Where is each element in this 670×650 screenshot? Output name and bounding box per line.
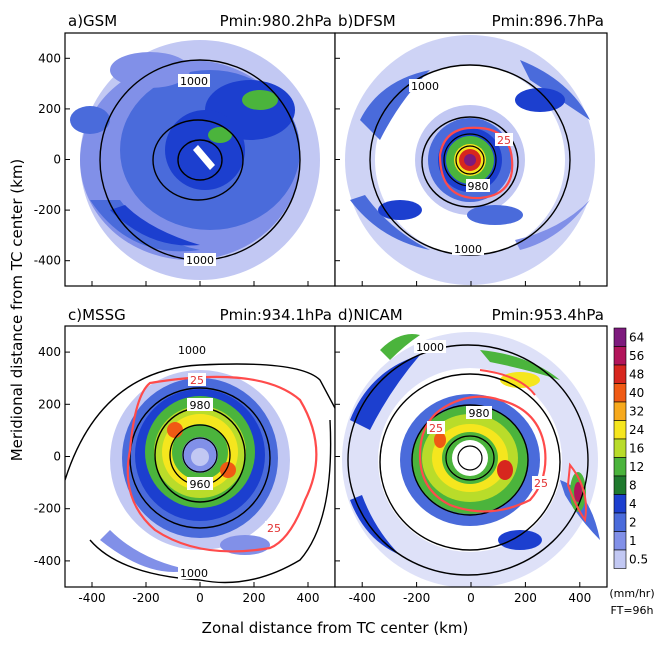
x-axis-title: Zonal distance from TC center (km) (202, 619, 469, 637)
panel-d-contour-label: 980 (469, 407, 490, 420)
colorbar-swatch (613, 457, 627, 477)
panel-c-title: c)MSSG (68, 306, 126, 324)
colorbar-label: 8 (629, 478, 637, 492)
colorbar-label: 12 (629, 460, 644, 474)
axis-ticks: -400 -200 0 200 400 -400 -200 0 200 400 -400 -200 0 2… (34, 51, 591, 605)
panel-d-title: d)NICAM (338, 306, 403, 324)
panel-a-rain-field (70, 40, 320, 280)
x-tick-label: -400 (349, 591, 376, 605)
y-tick-label: -200 (34, 502, 61, 516)
colorbar-label: 64 (629, 330, 644, 344)
x-tick-label: 200 (243, 591, 266, 605)
colorbar-label: 1 (629, 534, 637, 548)
x-tick-label: 400 (568, 591, 591, 605)
panel-b: b)DFSM Pmin:896.7hPa 1000 1000 980 25 (334, 12, 608, 287)
panel-c-rain-field (100, 370, 290, 572)
y-tick-label: 0 (53, 450, 61, 464)
panel-d-rain-label: 25 (429, 422, 443, 435)
panel-b-rain-label: 25 (497, 134, 511, 147)
panel-b-contour-label: 1000 (411, 80, 439, 93)
panel-c-contour-label: 1000 (178, 344, 206, 357)
colorbar-swatch (613, 401, 627, 421)
panel-a: a)GSM Pmin:980.2hPa 1000 1000 (64, 12, 336, 287)
panel-c: c)MSSG Pmin:934.1hPa 1000 1000 980 960 2… (64, 306, 336, 588)
colorbar-swatch (613, 475, 627, 495)
x-tick-label: 0 (196, 591, 204, 605)
x-tick-label: -200 (403, 591, 430, 605)
forecast-time: FT=96h (610, 604, 653, 617)
y-tick-label: -200 (34, 203, 61, 217)
panel-a-contour-label: 1000 (180, 75, 208, 88)
panel-c-contour-label: 960 (190, 478, 211, 491)
panel-a-title: a)GSM (68, 12, 117, 30)
panel-d-pmin: Pmin:953.4hPa (492, 306, 604, 324)
colorbar-label: 0.5 (629, 552, 648, 566)
colorbar-swatch (613, 494, 627, 514)
colorbar-swatch (613, 346, 627, 366)
x-tick-label: -200 (132, 591, 159, 605)
colorbar-label: 40 (629, 386, 644, 400)
x-tick-label: -400 (78, 591, 105, 605)
panel-a-pmin: Pmin:980.2hPa (220, 12, 332, 30)
y-axis-title: Meridional distance from TC center (km) (8, 159, 26, 462)
colorbar-swatch (613, 364, 627, 384)
colorbar-swatch (613, 420, 627, 440)
panel-a-contour-label: 1000 (186, 254, 214, 267)
colorbar-unit: (mm/hr) (609, 587, 654, 600)
x-tick-label: 0 (467, 591, 475, 605)
y-tick-label: 0 (53, 153, 61, 167)
y-tick-label: 400 (38, 345, 61, 359)
panel-d-rain-label: 25 (534, 477, 548, 490)
colorbar-label: 32 (629, 404, 644, 418)
colorbar-swatch (613, 549, 627, 569)
colorbar: 64 56 48 40 32 24 16 12 8 4 2 1 0.5 (613, 327, 648, 569)
panel-b-contour-label: 980 (468, 180, 489, 193)
colorbar-label: 2 (629, 515, 637, 529)
panel-b-pmin: Pmin:896.7hPa (492, 12, 604, 30)
y-tick-label: 200 (38, 102, 61, 116)
y-tick-label: 400 (38, 51, 61, 65)
panel-b-title: b)DFSM (338, 12, 396, 30)
colorbar-label: 48 (629, 367, 644, 381)
y-tick-label: -400 (34, 554, 61, 568)
y-tick-label: -400 (34, 254, 61, 268)
y-tick-label: 200 (38, 397, 61, 411)
panel-d-contour-label: 1000 (416, 341, 444, 354)
panel-c-labels: 1000 1000 980 960 25 25 (176, 343, 283, 580)
colorbar-swatch (613, 512, 627, 532)
colorbar-label: 24 (629, 423, 644, 437)
panel-d-contours (347, 344, 589, 576)
panel-c-rain-label: 25 (267, 522, 281, 535)
colorbar-swatch (613, 327, 627, 347)
panel-c-rain-label: 25 (190, 374, 204, 387)
colorbar-swatch (613, 383, 627, 403)
panel-d-labels: 1000 980 25 25 (414, 340, 550, 490)
colorbar-label: 16 (629, 441, 644, 455)
panel-b-labels: 1000 1000 980 25 (409, 79, 513, 256)
x-tick-label: 200 (514, 591, 537, 605)
colorbar-label: 56 (629, 349, 644, 363)
colorbar-swatch (613, 531, 627, 551)
x-tick-label: 400 (297, 591, 320, 605)
panel-a-labels: 1000 1000 (178, 74, 216, 267)
panel-d: d)NICAM Pmin:953.4hPa 1000 980 25 25 (334, 306, 608, 588)
colorbar-label: 4 (629, 497, 637, 511)
panel-c-pmin: Pmin:934.1hPa (220, 306, 332, 324)
panel-c-contour-label: 1000 (180, 567, 208, 580)
panel-b-contour-label: 1000 (454, 243, 482, 256)
panel-c-contour-label: 980 (190, 399, 211, 412)
colorbar-swatch (613, 438, 627, 458)
